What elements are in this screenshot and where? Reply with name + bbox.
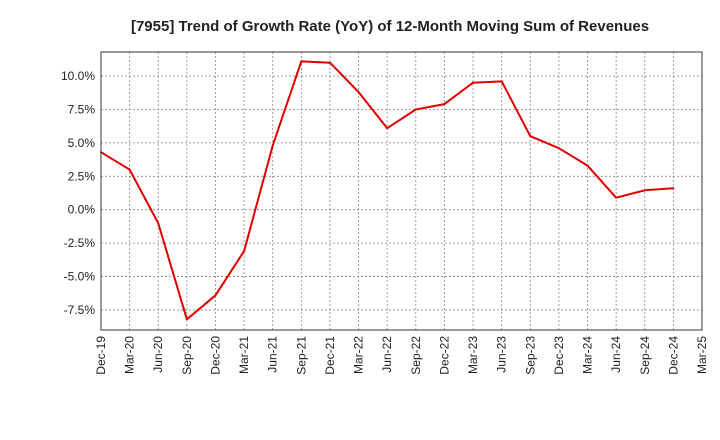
- x-tick-label: Jun-23: [495, 336, 509, 373]
- data-point: [128, 168, 131, 171]
- plot-border: [100, 51, 703, 331]
- y-tick-label: -5.0%: [64, 270, 96, 284]
- plot-area: [101, 52, 702, 330]
- y-tick-label: 5.0%: [68, 136, 96, 150]
- data-point: [643, 189, 646, 192]
- x-tick-label: Jun-22: [380, 336, 394, 373]
- data-point: [157, 222, 160, 225]
- data-point: [243, 250, 246, 253]
- chart-title: [7955] Trend of Growth Rate (YoY) of 12-…: [131, 18, 649, 35]
- data-point: [557, 147, 560, 150]
- x-tick-label: Sep-22: [409, 336, 423, 375]
- y-tick-label: 10.0%: [61, 69, 95, 83]
- data-point: [328, 61, 331, 64]
- data-point: [443, 103, 446, 106]
- x-tick-label: Dec-24: [666, 336, 680, 375]
- data-point: [414, 108, 417, 111]
- y-tick-label: -2.5%: [64, 236, 96, 250]
- series-group: [100, 60, 675, 321]
- y-tick-label: 2.5%: [68, 169, 96, 183]
- x-tick-label: Mar-21: [237, 336, 251, 374]
- x-tick-label: Jun-21: [266, 336, 280, 373]
- x-tick-label: Dec-22: [437, 336, 451, 375]
- data-point: [615, 196, 618, 199]
- data-point: [672, 187, 675, 190]
- x-tick-label: Dec-23: [552, 336, 566, 375]
- data-point: [357, 91, 360, 94]
- x-tick-label: Jun-20: [151, 336, 165, 373]
- data-point: [185, 318, 188, 321]
- data-point: [500, 80, 503, 83]
- x-tick-label: Sep-21: [294, 336, 308, 375]
- x-tick-label: Mar-23: [466, 336, 480, 374]
- x-tick-label: Dec-19: [94, 336, 108, 375]
- data-point: [472, 81, 475, 84]
- x-tick-label: Dec-21: [323, 336, 337, 375]
- x-tick-label: Jun-24: [609, 336, 623, 373]
- data-point: [529, 135, 532, 138]
- x-tick-label: Mar-25: [695, 336, 709, 374]
- data-point: [586, 164, 589, 167]
- x-tick-label: Mar-22: [352, 336, 366, 374]
- grid: [101, 52, 702, 330]
- y-tick-label: 0.0%: [68, 203, 96, 217]
- data-point: [300, 60, 303, 63]
- x-axis-ticks: Dec-19 Mar-20 Jun-20 Sep-20 Dec-20 Mar-21 Jun-…: [94, 336, 709, 375]
- data-point: [386, 127, 389, 130]
- x-tick-label: Sep-20: [180, 336, 194, 375]
- x-tick-label: Sep-23: [523, 336, 537, 375]
- y-tick-label: -7.5%: [64, 303, 96, 317]
- x-tick-label: Mar-24: [581, 336, 595, 374]
- x-tick-label: Mar-20: [123, 336, 137, 374]
- data-point: [271, 144, 274, 147]
- y-axis-ticks: 10.0% 7.5% 5.0% 2.5% 0.0% -2.5% -5.0% -7.5%: [61, 69, 95, 317]
- x-tick-label: Dec-20: [208, 336, 222, 375]
- y-tick-label: 7.5%: [68, 102, 96, 116]
- x-tick-label: Sep-24: [638, 336, 652, 375]
- data-point: [214, 294, 217, 297]
